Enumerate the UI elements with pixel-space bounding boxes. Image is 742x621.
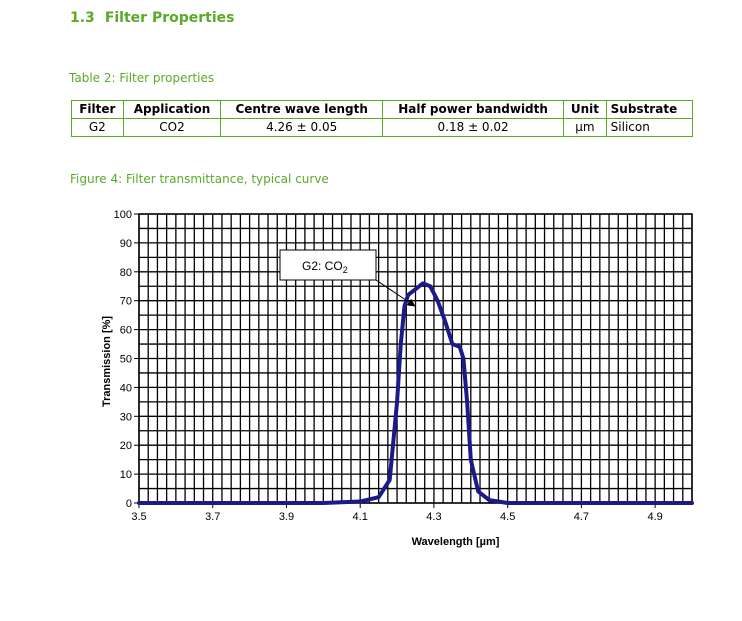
chart-series	[137, 281, 694, 505]
header-half-power-bandwidth: Half power bandwidth	[381, 100, 565, 119]
transmittance-curve	[137, 281, 694, 505]
y-tick-label: 70	[120, 296, 132, 308]
x-tick-label: 4.5	[500, 511, 515, 523]
section-heading: 1.3 Filter Properties	[70, 10, 234, 26]
x-tick-label: 4.1	[353, 511, 368, 523]
cell-centre-wave-length: 4.26 ± 0.05	[220, 118, 383, 137]
y-tick-label: 20	[120, 440, 132, 452]
y-tick-label: 40	[120, 382, 132, 394]
x-axis-label: Wavelength [µm]	[412, 536, 500, 548]
y-tick-label: 50	[120, 354, 132, 366]
x-tick-label: 4.9	[647, 511, 662, 523]
annotation-label: G2: CO2	[302, 259, 348, 275]
y-tick-label: 90	[120, 238, 132, 250]
y-tick-label: 10	[120, 469, 132, 481]
cell-unit: µm	[563, 118, 607, 137]
y-tick-label: 0	[126, 498, 132, 510]
annotation-box	[279, 249, 377, 281]
x-tick-label: 4.3	[426, 511, 441, 523]
header-substrate: Substrate	[605, 100, 694, 119]
cell-application: CO2	[122, 118, 222, 137]
filter-properties-table: Filter Application Centre wave length Ha…	[71, 100, 694, 137]
section-number: 1.3	[70, 10, 95, 26]
table-header-row: Filter Application Centre wave length Ha…	[71, 100, 694, 119]
annotation-subscript: 2	[343, 265, 348, 275]
section-title: Filter Properties	[104, 10, 235, 26]
header-centre-wave-length: Centre wave length	[220, 100, 383, 119]
chart-annotation: G2: CO2	[279, 249, 416, 307]
annotation-arrow-head	[406, 298, 416, 307]
y-tick-label: 80	[120, 267, 132, 279]
x-tick-label: 3.7	[205, 511, 220, 523]
y-tick-label: 30	[120, 411, 132, 423]
table-caption: Table 2: Filter properties	[69, 71, 215, 85]
header-application: Application	[122, 100, 222, 119]
y-tick-label: 60	[120, 325, 132, 337]
x-tick-label: 3.5	[131, 511, 146, 523]
cell-half-power-bandwidth: 0.18 ± 0.02	[381, 118, 565, 137]
y-axis-label: Transmission [%]	[101, 316, 113, 407]
chart-axes: 0 10 20 30 40 50 60 70 80 90 100 3.5 3.7 3.9 4.1 4.3 4.5…	[101, 209, 663, 548]
figure-caption: Figure 4: Filter transmittance, typical …	[70, 172, 329, 186]
x-tick-label: 4.7	[574, 511, 589, 523]
chart-grid	[138, 213, 693, 504]
x-tick-label: 3.9	[279, 511, 294, 523]
y-tick-label: 100	[114, 209, 132, 221]
cell-substrate: Silicon	[605, 118, 694, 137]
table-row: G2 CO2 4.26 ± 0.05 0.18 ± 0.02 µm Silico…	[71, 118, 694, 137]
